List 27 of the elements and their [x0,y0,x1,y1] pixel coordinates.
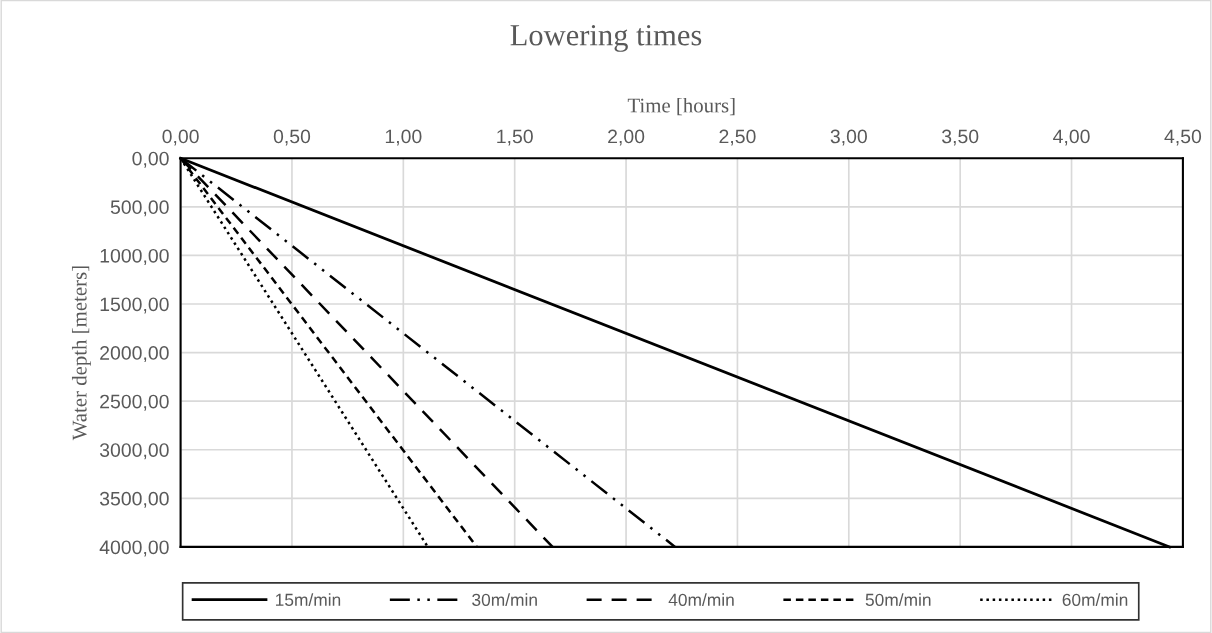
x-tick-label: 1,00 [385,129,422,146]
y-tick-label: 500,00 [110,200,169,217]
x-tick-label: 0,50 [273,129,311,146]
legend-label: 15m/min [275,593,341,606]
y-axis-title: Water depth [meters] [71,266,91,441]
x-tick-label: 3,00 [830,129,867,146]
x-tick-label: 0,00 [162,129,199,146]
legend-label: 60m/min [1062,593,1128,606]
x-axis-title: Time [hours] [627,97,735,116]
y-tick-label: 2000,00 [100,346,169,363]
y-tick-label: 2500,00 [100,394,169,411]
x-tick-label: 2,50 [719,129,756,146]
y-tick-label: 3500,00 [99,491,169,508]
x-tick-label: 2,00 [608,129,645,146]
legend-label: 40m/min [668,593,734,606]
x-tick-label: 4,00 [1053,129,1090,146]
chart-title: Lowering times [510,25,702,52]
y-tick-label: 1000,00 [100,248,169,265]
x-tick-label: 1,50 [497,129,533,146]
legend-label: 50m/min [865,593,931,606]
y-tick-label: 4000,00 [99,540,169,557]
y-tick-label: 1500,00 [100,297,169,314]
x-tick-label: 3,50 [941,129,979,146]
y-tick-label: 3000,00 [99,443,169,460]
legend-label: 30m/min [472,593,537,606]
y-tick-label: 0,00 [132,151,169,168]
x-tick-label: 4,50 [1164,129,1202,146]
